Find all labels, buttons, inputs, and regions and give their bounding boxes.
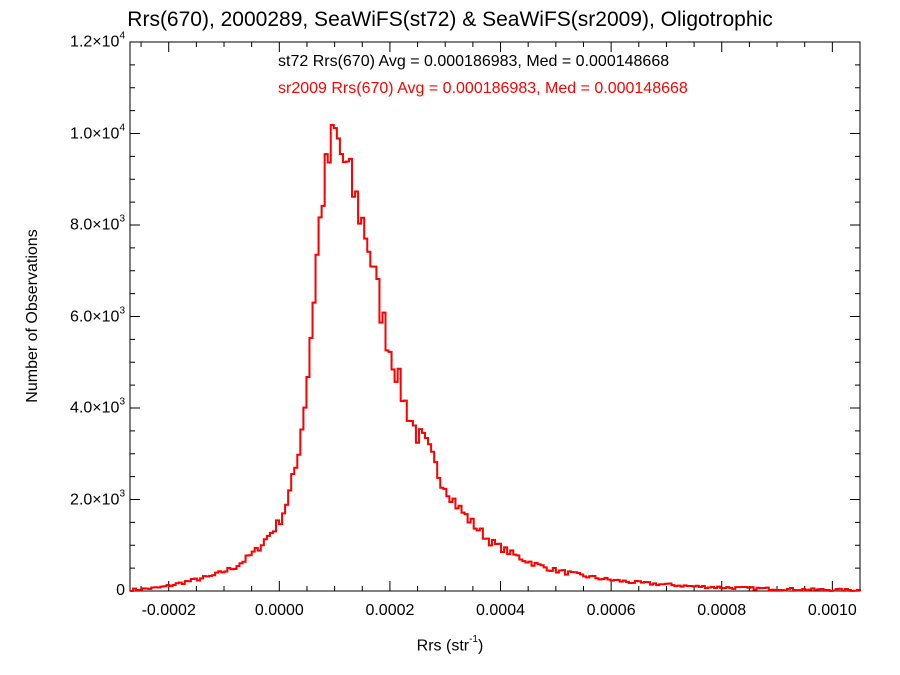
x-tick-label: 0.0006: [586, 602, 636, 619]
y-tick-label: 4.0×103: [70, 396, 125, 417]
x-tick-label: 0.0010: [807, 602, 857, 619]
y-tick-label: 8.0×103: [70, 213, 125, 234]
plot-frame: [129, 41, 861, 592]
x-axis-label: Rrs (str-1): [0, 634, 900, 655]
y-tick-label: 1.0×104: [70, 121, 125, 143]
series-sr2009-line: [130, 123, 861, 592]
y-tick-label: 0: [116, 582, 125, 599]
x-axis-label-exponent: -1: [469, 634, 478, 645]
x-tick-label: 0.0008: [697, 602, 747, 619]
y-tick-label: 6.0×103: [70, 304, 125, 326]
y-axis-label: Number of Observations: [24, 229, 41, 403]
axis-ticks: [130, 41, 860, 592]
x-tick-label: 0.0000: [254, 602, 304, 619]
x-axis-label-text: Rrs (str: [416, 637, 470, 655]
x-axis-label-suffix: ): [478, 637, 484, 655]
series-st72-line: [130, 124, 861, 592]
y-tick-label: 2.0×103: [70, 487, 125, 509]
annotation-st72-stats: st72 Rrs(670) Avg = 0.000186983, Med = 0…: [278, 53, 670, 70]
y-tick-label: 1.2×104: [70, 30, 125, 51]
chart-title: Rrs(670), 2000289, SeaWiFS(st72) & SeaWi…: [127, 8, 773, 31]
x-tick-label: 0.0002: [365, 602, 415, 619]
x-tick-label: -0.0002: [141, 602, 196, 619]
annotation-sr2009-stats: sr2009 Rrs(670) Avg = 0.000186983, Med =…: [278, 80, 688, 97]
x-tick-label: 0.0004: [476, 602, 525, 619]
